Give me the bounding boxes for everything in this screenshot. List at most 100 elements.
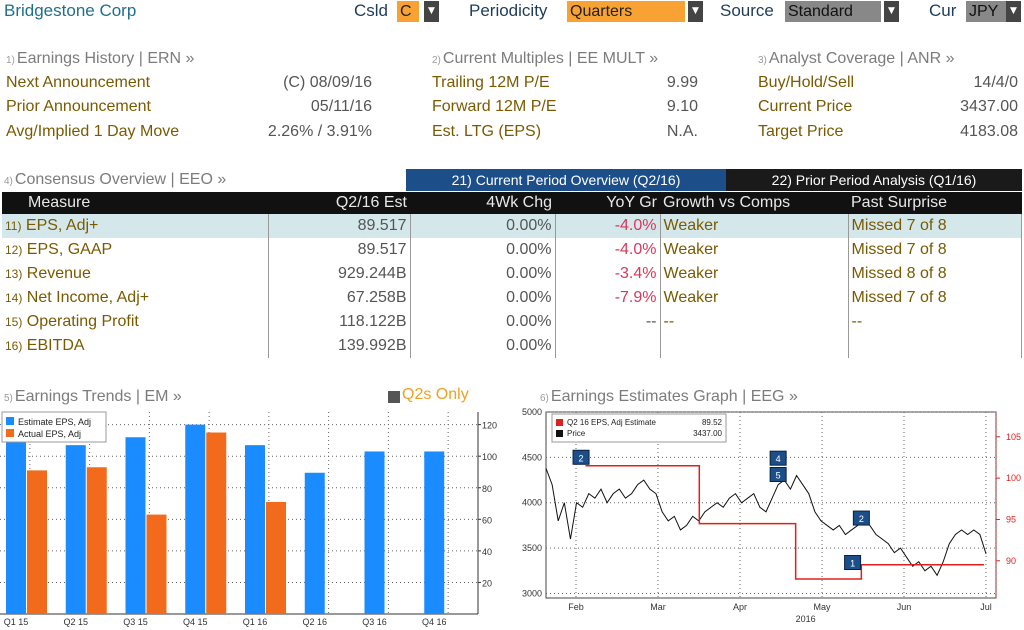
periodicity-dropdown-icon[interactable]: ▼: [688, 1, 703, 22]
earnings-history-header[interactable]: 1) Earnings History | ERN »: [6, 50, 195, 67]
csld-label: Csld: [354, 1, 389, 20]
y-tick-label: 120: [482, 421, 497, 431]
x-year-label: 2016: [796, 614, 816, 624]
est-cell: 139.992B: [268, 334, 411, 358]
bar-actual: [206, 432, 227, 614]
analyst-coverage-header[interactable]: 3) Analyst Coverage | ANR »: [758, 50, 955, 67]
x-tick-label: May: [813, 602, 831, 612]
surprise-cell: Missed 7 of 8: [848, 238, 1022, 262]
bar-estimate: [424, 451, 445, 614]
measure-name: Net Income, Adj+: [26, 289, 150, 306]
right-tick-label: 95: [1006, 514, 1016, 524]
left-tick-label: 3500: [522, 543, 542, 553]
csld-field[interactable]: C: [397, 1, 419, 22]
table-row[interactable]: 13) Revenue 929.244B 0.00% -3.4% Weaker Misse…: [2, 262, 1022, 286]
legend-label: Q2 16 EPS, Adj Estimate: [567, 418, 656, 427]
avg-move-value: 2.26% / 3.91%: [267, 123, 372, 140]
legend-value: 89.52: [702, 418, 723, 427]
cur-dropdown-icon[interactable]: ▼: [1006, 1, 1021, 22]
est-cell: 929.244B: [268, 262, 411, 286]
x-tick-label: Q1 15: [4, 617, 29, 627]
row-number: 14): [5, 291, 23, 305]
table-row[interactable]: 11) EPS, Adj+ 89.517 0.00% -4.0% Weaker Misse…: [2, 214, 1022, 238]
x-tick-label: Jul: [980, 602, 992, 612]
chg-cell: 0.00%: [410, 262, 556, 286]
left-tick-label: 3000: [522, 588, 542, 598]
consensus-overview-header[interactable]: 4) Consensus Overview | EEO »: [4, 171, 227, 188]
right-tick-label: 90: [1006, 556, 1016, 566]
q2s-only-checkbox[interactable]: [388, 391, 400, 403]
trailing-pe-label: Trailing 12M P/E: [432, 74, 550, 91]
source-dropdown-icon[interactable]: ▼: [884, 1, 899, 22]
measure-name: Operating Profit: [26, 313, 139, 330]
earnings-estimates-chart: 3000 3500 4000 4500 5000 90 95 100 105 Feb Mar Apr M…: [522, 408, 1021, 624]
bar-estimate: [125, 437, 146, 614]
event-marker: [844, 555, 862, 571]
current-price-value: 3437.00: [960, 98, 1018, 115]
consensus-table: Measure Q2/16 Est 4Wk Chg YoY Gr Growth …: [2, 192, 1022, 358]
target-price-value: 4183.08: [960, 123, 1018, 140]
bar-actual: [146, 514, 167, 614]
yoy-cell: --: [555, 310, 661, 334]
col-growth[interactable]: Growth vs Comps: [660, 192, 848, 214]
surprise-cell: --: [848, 310, 1022, 334]
est-cell: 67.258B: [268, 286, 411, 310]
surprise-cell: Missed 7 of 8: [848, 286, 1022, 310]
x-tick-label: Q1 16: [243, 617, 268, 627]
legend-label: Estimate EPS, Adj: [18, 417, 91, 427]
col-surprise[interactable]: Past Surprise: [848, 192, 1022, 214]
measure-cell: 16) EBITDA: [2, 334, 269, 358]
event-marker-label: 1: [850, 559, 855, 569]
right-tick-label: 100: [1006, 473, 1021, 483]
legend-box: [551, 413, 727, 443]
bar-actual: [266, 501, 286, 614]
table-row[interactable]: 15) Operating Profit 118.122B 0.00% -- -- --: [2, 310, 1022, 334]
cur-field[interactable]: JPY: [966, 1, 1006, 22]
tab-prior-period[interactable]: 22) Prior Period Analysis (Q1/16): [726, 169, 1022, 191]
table-row[interactable]: 14) Net Income, Adj+ 67.258B 0.00% -7.9% Wea…: [2, 286, 1022, 310]
csld-dropdown-icon[interactable]: ▼: [424, 1, 439, 22]
earnings-graph-header[interactable]: 6) Earnings Estimates Graph | EEG »: [540, 388, 798, 405]
est-ltg-label: Est. LTG (EPS): [432, 123, 542, 140]
x-tick-label: Q3 16: [362, 617, 387, 627]
measure-cell: 11) EPS, Adj+: [2, 214, 269, 238]
measure-cell: 14) Net Income, Adj+: [2, 286, 269, 310]
yoy-cell: -4.0%: [555, 214, 661, 238]
est-cell: 89.517: [268, 238, 411, 262]
x-tick-label: Mar: [650, 602, 666, 612]
col-measure[interactable]: Measure: [2, 192, 268, 214]
yoy-cell: [555, 334, 661, 358]
forward-pe-label: Forward 12M P/E: [432, 98, 557, 115]
source-field[interactable]: Standard: [785, 1, 881, 22]
earnings-trends-header[interactable]: 5) Earnings Trends | EM »: [4, 388, 182, 405]
est-cell: 89.517: [268, 214, 411, 238]
bar-estimate: [6, 441, 26, 614]
price-line: [545, 468, 987, 577]
q2s-only-label[interactable]: Q2s Only: [402, 386, 469, 403]
event-marker-label: 4: [776, 454, 781, 464]
left-tick-label: 5000: [522, 408, 542, 417]
event-marker-label: 2: [859, 514, 864, 524]
table-row[interactable]: 16) EBITDA 139.992B 0.00%: [2, 334, 1022, 358]
next-announcement-label: Next Announcement: [6, 74, 151, 91]
col-yoy[interactable]: YoY Gr: [555, 192, 660, 214]
bar-estimate: [364, 451, 385, 614]
tab-current-period[interactable]: 21) Current Period Overview (Q2/16): [406, 169, 726, 191]
x-tick-label: Feb: [568, 602, 584, 612]
yoy-cell: -4.0%: [555, 238, 661, 262]
col-4wk[interactable]: 4Wk Chg: [410, 192, 555, 214]
row-number: 16): [5, 339, 23, 353]
growth-cell: [660, 334, 849, 358]
col-est[interactable]: Q2/16 Est: [268, 192, 410, 214]
table-row[interactable]: 12) EPS, GAAP 89.517 0.00% -4.0% Weaker Misse…: [2, 238, 1022, 262]
current-multiples-header[interactable]: 2) Current Multiples | EE MULT »: [432, 50, 659, 67]
measure-name: EBITDA: [26, 337, 85, 354]
periodicity-field[interactable]: Quarters: [567, 1, 685, 22]
next-announcement-value: (C) 08/09/16: [283, 74, 372, 91]
left-tick-label: 4000: [522, 498, 542, 508]
prior-announcement-value: 05/11/16: [310, 98, 372, 115]
growth-cell: Weaker: [660, 286, 849, 310]
company-title: Bridgestone Corp: [4, 1, 137, 20]
measure-cell: 13) Revenue: [2, 262, 269, 286]
chg-cell: 0.00%: [410, 214, 556, 238]
